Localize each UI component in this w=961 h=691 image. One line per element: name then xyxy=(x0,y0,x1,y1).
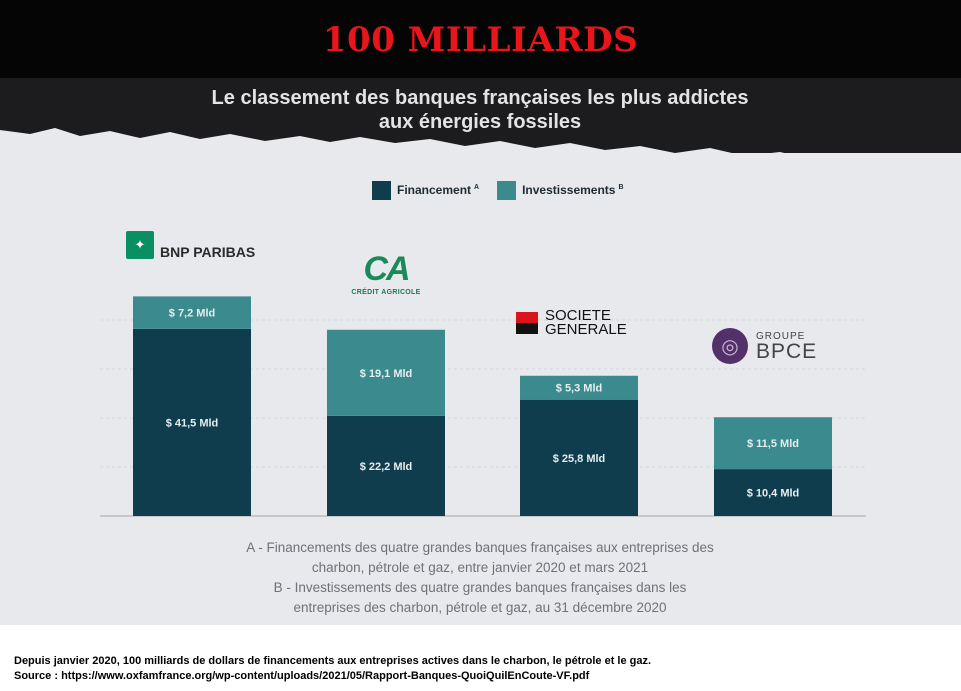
bnp-stars-icon: ✦ xyxy=(126,231,154,259)
chart-title-line2: aux énergies fossiles xyxy=(378,111,582,133)
legend-marker-a: A xyxy=(474,184,480,191)
data-label-financement-2: $ 25,8 Mld xyxy=(553,453,606,465)
torn-paper-edge xyxy=(0,128,961,168)
bar-financement-0 xyxy=(133,328,251,516)
logo-bnp-text: BNP PARIBAS xyxy=(160,244,256,260)
logo-groupe-bpce: ◎ GROUPE BPCE xyxy=(712,328,817,364)
caption-source: Source : https://www.oxfamfrance.org/wp-… xyxy=(14,670,590,682)
bpce-swirl-icon: ◎ xyxy=(712,328,748,364)
bar-investissements-2 xyxy=(520,375,638,400)
bar-investissements-3 xyxy=(714,417,832,470)
logo-credit-agricole: CA CRÉDIT AGRICOLE xyxy=(344,250,428,296)
note-b-line2: entreprises des charbon, pétrole et gaz,… xyxy=(293,600,667,615)
legend-marker-b: B xyxy=(618,184,624,191)
ca-logo-icon: CA xyxy=(363,250,410,288)
bar-investissements-0 xyxy=(133,296,251,329)
logo-sg-line2: GENERALE xyxy=(545,321,627,338)
legend-swatch-investissements xyxy=(497,180,517,200)
bar-financement-2 xyxy=(520,399,638,516)
top-banner xyxy=(0,0,961,78)
legend-label-investissements: Investissements xyxy=(522,183,616,197)
bar-financement-3 xyxy=(714,469,832,516)
infographic-panel: Le classement des banques françaises les… xyxy=(0,78,961,625)
logo-societe-generale: SOCIETE GENERALE xyxy=(516,307,627,338)
chart-notes: A - Financements des quatre grandes banq… xyxy=(200,538,760,618)
legend-item-investissements: Investissements B xyxy=(497,180,624,200)
data-label-investissements-1: $ 19,1 Mld xyxy=(360,368,413,380)
note-a-line1: A - Financements des quatre grandes banq… xyxy=(246,540,714,555)
note-b-line1: B - Investissements des quatre grandes b… xyxy=(273,580,687,595)
sg-square-icon xyxy=(516,312,538,334)
data-label-investissements-3: $ 11,5 Mld xyxy=(747,438,799,450)
bar-investissements-1 xyxy=(327,329,445,416)
chart-title-line1: Le classement des banques françaises les… xyxy=(211,87,749,109)
legend-item-financement: Financement A xyxy=(372,180,480,200)
caption-line1: Depuis janvier 2020, 100 milliards de do… xyxy=(14,655,652,667)
legend-label-financement: Financement xyxy=(397,183,472,197)
headline: 100 MILLIARDS xyxy=(322,20,639,60)
chart-title: Le classement des banques françaises les… xyxy=(180,86,780,134)
bar-financement-1 xyxy=(327,415,445,516)
legend-swatch-financement xyxy=(372,180,391,200)
data-label-financement-1: $ 22,2 Mld xyxy=(360,461,413,473)
logo-bnp-paribas: ✦ BNP PARIBAS xyxy=(126,230,255,260)
caption: Depuis janvier 2020, 100 milliards de do… xyxy=(14,654,944,684)
data-label-investissements-2: $ 5,3 Mld xyxy=(556,383,602,395)
logo-bpce-line1: GROUPE xyxy=(756,330,806,342)
logo-ca-text: CRÉDIT AGRICOLE xyxy=(351,289,421,296)
stacked-bar-chart: $ 41,5 Mld $ 7,2 Mld $ 22,2 Mld $ 19,1 Mld $… xyxy=(100,296,866,517)
data-label-financement-0: $ 41,5 Mld xyxy=(166,417,219,429)
logo-bpce-line2: BPCE xyxy=(756,339,818,363)
data-label-investissements-0: $ 7,2 Mld xyxy=(169,308,215,320)
logo-sg-line1: SOCIETE xyxy=(545,307,611,324)
data-label-financement-3: $ 10,4 Mld xyxy=(747,488,800,500)
note-a-line2: charbon, pétrole et gaz, entre janvier 2… xyxy=(311,560,649,575)
legend: Financement A Investissements B xyxy=(372,180,642,200)
